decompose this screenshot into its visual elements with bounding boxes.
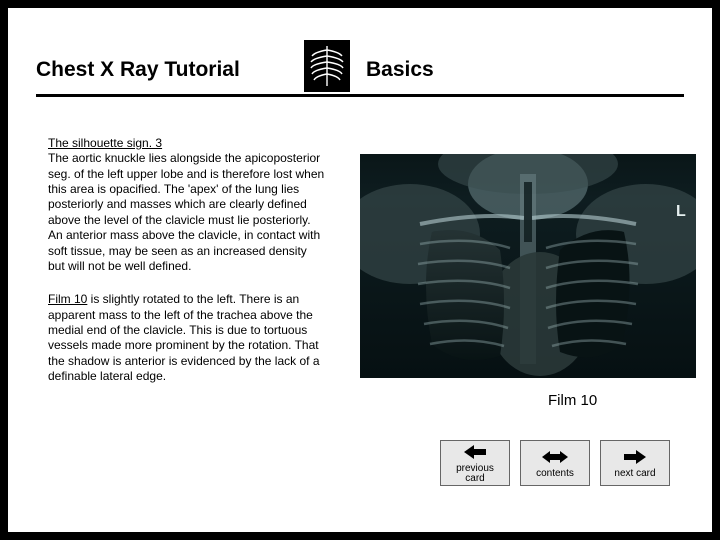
paragraph-2: is slightly rotated to the left. There i…: [48, 292, 320, 383]
film-caption: Film 10: [548, 392, 597, 409]
arrow-left-icon: [464, 444, 486, 462]
page-title: Chest X Ray Tutorial: [36, 58, 240, 82]
arrow-both-icon: [542, 449, 568, 467]
paragraph-1: The aortic knuckle lies alongside the ap…: [48, 151, 324, 273]
body-text: The silhouette sign. 3 The aortic knuckl…: [48, 136, 326, 384]
next-card-button[interactable]: next card: [600, 440, 670, 486]
nav-label: contents: [536, 469, 574, 479]
header: Chest X Ray Tutorial Basics: [36, 50, 684, 108]
xray-film-image: L: [360, 154, 696, 378]
arrow-right-icon: [624, 449, 646, 467]
nav-label: card: [636, 468, 655, 479]
nav-label: next: [614, 468, 633, 479]
previous-card-button[interactable]: previous card: [440, 440, 510, 486]
subtitle: The silhouette sign. 3: [48, 136, 162, 150]
contents-button[interactable]: contents: [520, 440, 590, 486]
header-divider: [36, 94, 684, 97]
laterality-marker: L: [676, 203, 686, 220]
section-title: Basics: [366, 58, 434, 82]
slide: Chest X Ray Tutorial Basics: [8, 8, 712, 532]
nav-label: previous: [456, 463, 494, 474]
nav-label: card: [465, 473, 484, 484]
ribcage-icon: [304, 40, 350, 92]
film-link[interactable]: Film 10: [48, 292, 87, 306]
nav-buttons: previous card contents next card: [440, 440, 670, 486]
